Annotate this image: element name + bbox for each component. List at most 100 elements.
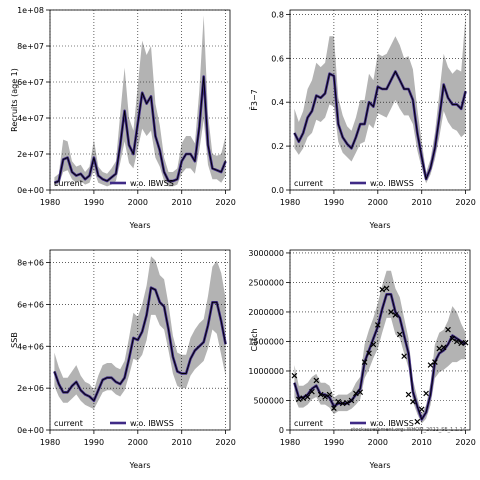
x-tick-label: 2020 xyxy=(455,438,475,447)
x-axis-title: Years xyxy=(368,221,390,230)
y-tick-label: 3000000 xyxy=(248,249,284,258)
y-tick-label: 6e+06 xyxy=(17,300,44,309)
observation-point xyxy=(440,344,447,351)
y-tick-label: 4e+07 xyxy=(17,114,44,123)
x-tick-label: 1990 xyxy=(84,198,104,207)
observation-point xyxy=(313,377,320,384)
observation-point xyxy=(427,362,434,368)
x-tick-label: 1980 xyxy=(280,438,300,447)
footnote: stockassessment.org: WHOM_2022_SE_1.1.14 xyxy=(351,427,466,433)
x-tick-label: 1980 xyxy=(280,198,300,207)
observation-point xyxy=(353,390,359,397)
observation-point xyxy=(344,400,350,406)
observation-point xyxy=(383,285,390,292)
x-tick-label: 2010 xyxy=(412,198,432,207)
series-line-current xyxy=(293,71,467,180)
observation-point xyxy=(370,341,377,348)
observation-point xyxy=(304,394,311,400)
observation-point xyxy=(414,418,421,425)
observation-point xyxy=(445,326,451,333)
y-tick-label: 8e+06 xyxy=(17,259,44,268)
y-tick-label: 0.4 xyxy=(271,98,284,107)
y-tick-label: 1500000 xyxy=(248,337,284,346)
observation-point xyxy=(379,286,386,293)
y-axis-title: Recruits (age 1) xyxy=(10,68,19,132)
observation-point xyxy=(423,390,429,397)
observation-point xyxy=(361,359,368,365)
x-tick-label: 1980 xyxy=(40,198,60,207)
confidence-band xyxy=(54,256,226,410)
observation-point xyxy=(291,372,298,379)
x-tick-label: 2020 xyxy=(215,438,235,447)
x-tick-label: 2000 xyxy=(128,438,148,447)
plot-frame xyxy=(289,9,471,191)
observation-point xyxy=(432,359,438,365)
x-tick-label: 1990 xyxy=(84,438,104,447)
plot-frame xyxy=(49,249,231,431)
x-tick-label: 2010 xyxy=(412,438,432,447)
x-tick-label: 1990 xyxy=(324,198,344,207)
observation-point xyxy=(436,345,443,352)
observation-point xyxy=(418,406,425,413)
observation-point xyxy=(454,338,460,345)
x-axis-title: Years xyxy=(128,221,150,230)
x-axis-title: Years xyxy=(128,461,150,470)
panel-catch: 1980 1990 2000 2010 2020 0 500000 1000000 150000… xyxy=(248,249,475,470)
y-tick-label: 0.6 xyxy=(271,54,284,63)
observation-point xyxy=(331,405,337,411)
y-tick-label: 1000000 xyxy=(248,367,284,376)
y-tick-label: 2e+07 xyxy=(17,150,44,159)
y-tick-label: 8e+07 xyxy=(17,42,44,51)
observation-point xyxy=(322,394,328,400)
y-tick-label: 6e+07 xyxy=(17,78,44,87)
observation-point xyxy=(339,400,346,407)
y-tick-label: 2e+06 xyxy=(17,384,44,393)
y-tick-label: 0e+00 xyxy=(17,186,44,195)
observation-point xyxy=(458,340,465,347)
x-tick-label: 2020 xyxy=(455,198,475,207)
y-tick-label: 0.8 xyxy=(271,10,284,19)
y-tick-label: 2500000 xyxy=(248,278,284,287)
y-axis-title: F̄3−7 xyxy=(249,89,259,110)
panel-recruits: 1980 1990 2000 2010 2020 0e+00 2e+07 4e+07 6e+07… xyxy=(10,6,236,230)
y-tick-label: 4e+06 xyxy=(17,342,44,351)
y-tick-label: 0.0 xyxy=(271,186,284,195)
legend-woibwss-label: w.o. IBWSS xyxy=(130,419,174,428)
observation-point xyxy=(392,312,399,318)
x-tick-label: 2000 xyxy=(368,438,388,447)
observation-point xyxy=(300,395,306,401)
observation-point xyxy=(405,391,412,398)
series-line-current xyxy=(54,76,227,184)
legend-woibwss-label: w.o. IBWSS xyxy=(370,419,414,428)
y-axis-title: SSB xyxy=(10,332,19,348)
y-tick-label: 0.2 xyxy=(271,142,284,151)
observation-point xyxy=(309,388,315,395)
confidence-band xyxy=(294,270,466,424)
observation-point xyxy=(317,391,324,398)
observation-point xyxy=(335,398,342,405)
series-line-current xyxy=(53,287,227,402)
observation-point xyxy=(449,335,456,342)
panel-ssb: 1980 1990 2000 2010 2020 0e+00 2e+06 4e+06 6e+06… xyxy=(10,249,236,470)
y-tick-label: 2000000 xyxy=(248,308,284,317)
legend-current-label: current xyxy=(294,179,323,188)
x-tick-label: 1980 xyxy=(40,438,60,447)
x-tick-label: 2010 xyxy=(172,198,192,207)
legend-current-label: current xyxy=(54,179,83,188)
observation-point xyxy=(326,391,333,398)
y-axis-title: Catch xyxy=(250,328,259,351)
legend-woibwss-label: w.o. IBWSS xyxy=(370,179,414,188)
x-tick-label: 2000 xyxy=(368,198,388,207)
observation-point xyxy=(396,331,403,338)
observation-point xyxy=(348,397,355,404)
y-tick-label: 500000 xyxy=(253,396,284,405)
observation-point xyxy=(374,322,381,328)
observation-point xyxy=(388,309,394,315)
observation-point xyxy=(401,353,407,360)
x-tick-label: 2000 xyxy=(128,198,148,207)
x-axis-title: Years xyxy=(368,461,390,470)
y-tick-label: 1e+08 xyxy=(17,6,44,15)
y-tick-label: 0 xyxy=(279,426,284,435)
x-tick-label: 2020 xyxy=(215,198,235,207)
